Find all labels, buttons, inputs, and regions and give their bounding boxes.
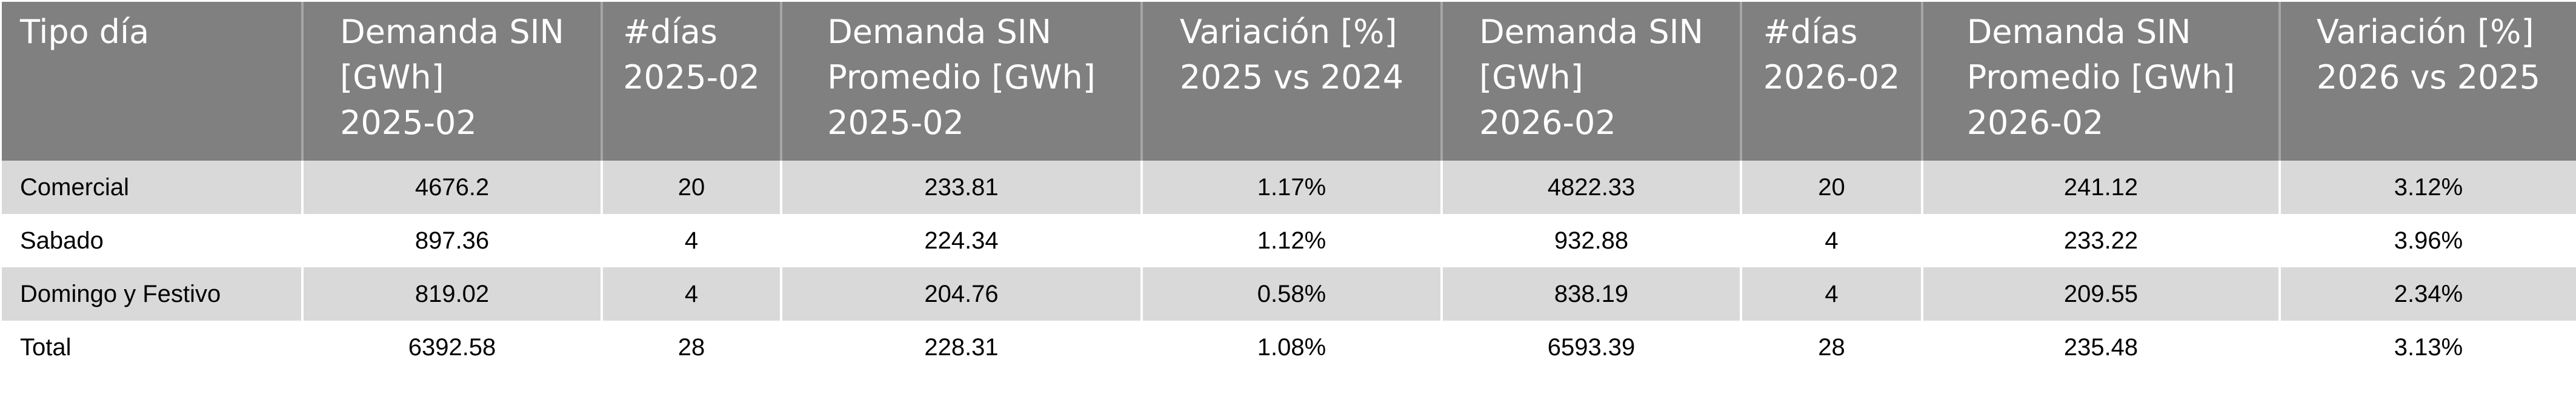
- demand-table: Tipo día Demanda SIN [GWh] 2025-02 #días…: [2, 2, 2576, 374]
- column-header-variacion-2026-vs-2025: Variación [%] 2026 vs 2025: [2278, 2, 2576, 161]
- cell-dias-2025: 4: [601, 214, 780, 267]
- cell-demanda-promedio-2025: 224.34: [780, 214, 1140, 267]
- cell-demanda-promedio-2025: 233.81: [780, 161, 1140, 214]
- cell-dias-2026: 28: [1740, 321, 1921, 374]
- table-row-total: Total 6392.58 28 228.31 1.08% 6593.39 28…: [2, 321, 2576, 374]
- cell-demanda-promedio-2026: 209.55: [1921, 267, 2278, 321]
- cell-tipo-dia: Domingo y Festivo: [2, 267, 301, 321]
- cell-variacion-2025: 1.08%: [1140, 321, 1440, 374]
- table-row-comercial: Comercial 4676.2 20 233.81 1.17% 4822.33…: [2, 161, 2576, 214]
- column-header-label: #días 2025-02: [623, 13, 760, 96]
- cell-demanda-sin-2026: 838.19: [1440, 267, 1740, 321]
- column-header-dias-2025: #días 2025-02: [601, 2, 780, 161]
- cell-dias-2025: 4: [601, 267, 780, 321]
- column-header-demanda-sin-2026: Demanda SIN [GWh] 2026-02: [1440, 2, 1740, 161]
- cell-demanda-promedio-2026: 235.48: [1921, 321, 2278, 374]
- column-header-label: Variación [%] 2025 vs 2024: [1179, 13, 1404, 96]
- column-header-tipo-dia: Tipo día: [2, 2, 301, 161]
- column-header-label: Demanda SIN Promedio [GWh] 2025-02: [827, 13, 1096, 142]
- cell-demanda-promedio-2025: 228.31: [780, 321, 1140, 374]
- cell-demanda-promedio-2025: 204.76: [780, 267, 1140, 321]
- cell-variacion-2025: 0.58%: [1140, 267, 1440, 321]
- cell-demanda-sin-2025: 819.02: [301, 267, 601, 321]
- demand-comparison-table: Tipo día Demanda SIN [GWh] 2025-02 #días…: [2, 2, 2576, 374]
- column-header-dias-2026: #días 2026-02: [1740, 2, 1921, 161]
- cell-dias-2026: 4: [1740, 267, 1921, 321]
- table-header-row: Tipo día Demanda SIN [GWh] 2025-02 #días…: [2, 2, 2576, 161]
- cell-dias-2026: 4: [1740, 214, 1921, 267]
- column-header-demanda-promedio-2025: Demanda SIN Promedio [GWh] 2025-02: [780, 2, 1140, 161]
- column-header-demanda-promedio-2026: Demanda SIN Promedio [GWh] 2026-02: [1921, 2, 2278, 161]
- cell-demanda-sin-2025: 6392.58: [301, 321, 601, 374]
- cell-tipo-dia: Total: [2, 321, 301, 374]
- cell-demanda-sin-2026: 6593.39: [1440, 321, 1740, 374]
- cell-demanda-sin-2025: 4676.2: [301, 161, 601, 214]
- cell-variacion-2025: 1.17%: [1140, 161, 1440, 214]
- cell-variacion-2026: 3.13%: [2278, 321, 2576, 374]
- table-row-sabado: Sabado 897.36 4 224.34 1.12% 932.88 4 23…: [2, 214, 2576, 267]
- cell-variacion-2026: 3.12%: [2278, 161, 2576, 214]
- column-header-label: #días 2026-02: [1763, 13, 1900, 96]
- cell-demanda-sin-2025: 897.36: [301, 214, 601, 267]
- cell-demanda-promedio-2026: 241.12: [1921, 161, 2278, 214]
- cell-demanda-sin-2026: 4822.33: [1440, 161, 1740, 214]
- column-header-variacion-2025-vs-2024: Variación [%] 2025 vs 2024: [1140, 2, 1440, 161]
- cell-dias-2025: 28: [601, 321, 780, 374]
- cell-variacion-2026: 3.96%: [2278, 214, 2576, 267]
- column-header-demanda-sin-2025: Demanda SIN [GWh] 2025-02: [301, 2, 601, 161]
- column-header-label: Variación [%] 2026 vs 2025: [2316, 13, 2541, 96]
- column-header-label: Demanda SIN [GWh] 2025-02: [340, 13, 564, 142]
- table-row-domingo-y-festivo: Domingo y Festivo 819.02 4 204.76 0.58% …: [2, 267, 2576, 321]
- cell-dias-2026: 20: [1740, 161, 1921, 214]
- cell-variacion-2026: 2.34%: [2278, 267, 2576, 321]
- column-header-label: Demanda SIN Promedio [GWh] 2026-02: [1966, 13, 2235, 142]
- cell-variacion-2025: 1.12%: [1140, 214, 1440, 267]
- cell-dias-2025: 20: [601, 161, 780, 214]
- cell-tipo-dia: Sabado: [2, 214, 301, 267]
- column-header-label: Demanda SIN [GWh] 2026-02: [1479, 13, 1703, 142]
- cell-demanda-promedio-2026: 233.22: [1921, 214, 2278, 267]
- cell-demanda-sin-2026: 932.88: [1440, 214, 1740, 267]
- column-header-label: Tipo día: [20, 13, 150, 51]
- cell-tipo-dia: Comercial: [2, 161, 301, 214]
